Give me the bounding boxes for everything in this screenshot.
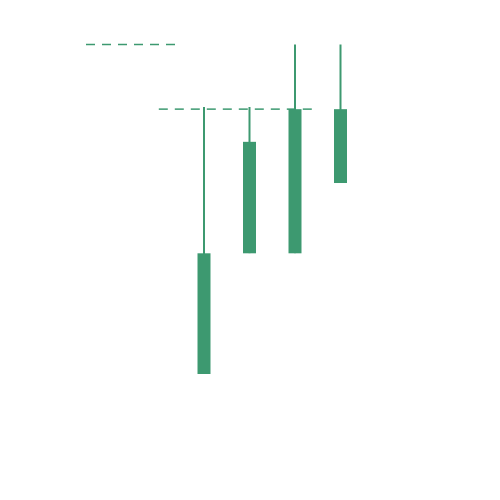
candle-body-2 xyxy=(288,109,302,254)
candle-0 xyxy=(197,107,211,374)
candle-3 xyxy=(334,44,347,184)
candle-body-0 xyxy=(197,253,211,374)
candle-1 xyxy=(243,107,256,254)
candle-body-3 xyxy=(334,109,347,184)
candle-2 xyxy=(288,44,302,254)
candle-body-1 xyxy=(243,141,256,254)
